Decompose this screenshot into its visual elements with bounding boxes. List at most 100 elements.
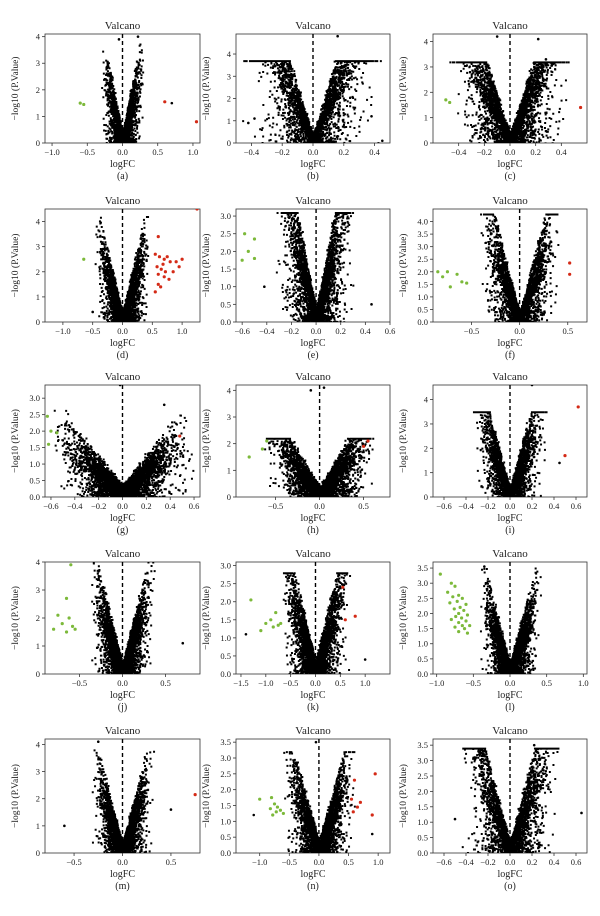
down-regulated-point [60, 622, 64, 626]
y-tick-label: 1.5 [220, 264, 231, 274]
y-tick-label: 0 [36, 848, 40, 858]
down-regulated-point [271, 813, 275, 817]
y-tick-label: 2.0 [220, 785, 231, 795]
y-tick-label: 0 [424, 138, 428, 148]
up-regulated-point [576, 405, 580, 409]
scatter-points [282, 572, 352, 674]
outlier-point [169, 808, 173, 811]
down-regulated-point [465, 613, 470, 617]
x-tick-label: −0.2 [477, 147, 492, 157]
up-regulated-point [341, 585, 345, 589]
x-axis-label: logFC [110, 869, 135, 880]
down-regulated-point [449, 617, 453, 622]
down-regulated-point [460, 596, 464, 600]
down-regulated-point [243, 232, 247, 236]
outlier-point [247, 121, 250, 125]
y-tick-label: 3.0 [417, 756, 428, 766]
y-tick-label: 2 [36, 794, 40, 804]
down-regulated-point [451, 595, 455, 599]
x-tick-label: −0.2 [274, 147, 289, 157]
volcano-panel-m: Valcano −0.5 0.0 0.5 0 1 2 3 4 logFC −log10 (P.Val… [10, 725, 201, 892]
y-axis-label: −log10 (P.Value) [398, 764, 409, 828]
up-regulated-point [195, 209, 199, 211]
x-tick-label: −0.6 [43, 501, 58, 511]
panel-label: (h) [307, 525, 319, 536]
down-regulated-point [276, 623, 280, 627]
y-tick-label: 1 [424, 113, 428, 123]
down-regulated-point [465, 631, 470, 635]
point-cloud [438, 565, 542, 674]
x-tick-label: 0.4 [549, 501, 560, 511]
volcano-panel-b: Valcano −0.4 −0.2 0.0 0.2 0.4 0 1 2 3 4 logFC −log10… [201, 20, 391, 182]
panel-title: Valcano [295, 548, 331, 560]
x-tick-label: 0.6 [189, 501, 200, 511]
y-axis-label: −log10 (P.Value) [10, 586, 21, 650]
x-tick-label: 0.0 [117, 326, 128, 336]
down-regulated-point [259, 629, 263, 633]
down-regulated-point [448, 285, 452, 289]
down-regulated-point [249, 598, 253, 602]
outlier-point [530, 385, 534, 387]
volcano-panel-a: Valcano −1.0 −0.5 0.0 0.5 1.0 0 1 2 3 4 logFC −log10… [10, 20, 201, 182]
down-regulated-point [69, 563, 73, 567]
down-regulated-point [258, 797, 262, 801]
x-tick-label: −0.5 [282, 857, 297, 867]
volcano-panel-g: Valcano −0.6 −0.4 −0.2 0.0 0.2 0.4 0.6 0.0 0.5 1.0… [10, 371, 201, 536]
x-tick-label: −0.5 [283, 678, 298, 688]
x-tick-label: 0.5 [160, 678, 171, 688]
x-tick-label: 0.2 [527, 857, 538, 867]
y-tick-label: 0.0 [29, 492, 40, 502]
x-tick-label: −0.6 [436, 857, 451, 867]
down-regulated-point [45, 414, 49, 418]
x-axis-label: logFC [110, 159, 135, 170]
x-axis-label: logFC [110, 690, 135, 701]
down-regulated-point [264, 621, 268, 626]
up-regulated-point [352, 778, 357, 782]
x-tick-label: −1.5 [233, 678, 248, 688]
up-regulated-point [373, 772, 377, 776]
x-tick-label: −0.6 [436, 501, 451, 511]
y-tick-label: 4 [36, 217, 41, 227]
down-regulated-point [56, 613, 60, 617]
up-regulated-point [162, 275, 166, 279]
x-axis-label: logFC [497, 690, 522, 701]
y-tick-label: 0 [36, 317, 40, 327]
point-cloud [63, 740, 197, 853]
up-regulated-point [156, 282, 160, 286]
x-tick-label: −0.2 [480, 501, 495, 511]
x-tick-label: 0.4 [549, 857, 560, 867]
y-tick-label: 2.0 [417, 267, 428, 277]
x-tick-label: 0.2 [335, 326, 346, 336]
panel-title: Valcano [295, 195, 331, 207]
y-tick-label: 0 [36, 669, 40, 679]
point-cloud [252, 740, 377, 853]
y-tick-label: 1.0 [417, 292, 428, 302]
point-cloud [240, 211, 373, 322]
volcano-panel-f: Valcano −0.5 0.0 0.5 0.0 0.5 1.0 1.5 2.0 2.5 3.0 3.… [398, 195, 588, 361]
x-axis-label: logFC [300, 690, 325, 701]
x-tick-label: −0.4 [458, 857, 474, 867]
volcano-panel-j: Valcano −0.5 0.0 0.5 0 1 2 3 4 logFC −log10 (P.Val… [10, 548, 201, 713]
up-regulated-point [563, 454, 567, 458]
panel-title: Valcano [105, 195, 141, 207]
down-regulated-point [82, 102, 86, 107]
y-axis-label: −log10 (P.Value) [201, 57, 212, 121]
x-tick-label: −0.2 [480, 857, 495, 867]
x-tick-label: 1.0 [188, 147, 199, 157]
down-regulated-point [49, 429, 53, 433]
down-regulated-point [278, 808, 283, 812]
x-axis-label: logFC [497, 513, 522, 524]
y-tick-label: 3.0 [220, 561, 231, 571]
up-regulated-point [370, 813, 374, 817]
panel-label: (e) [307, 350, 318, 361]
x-tick-label: 0.5 [343, 857, 354, 867]
x-tick-label: 0.0 [117, 147, 128, 157]
outlier-point [544, 58, 548, 61]
down-regulated-point [465, 281, 469, 285]
y-tick-label: 0 [36, 138, 40, 148]
down-regulated-point [445, 270, 450, 274]
outlier-point [162, 403, 166, 407]
x-tick-label: 0.5 [147, 326, 158, 336]
panel-label: (f) [505, 350, 515, 361]
outlier-point [580, 811, 583, 815]
